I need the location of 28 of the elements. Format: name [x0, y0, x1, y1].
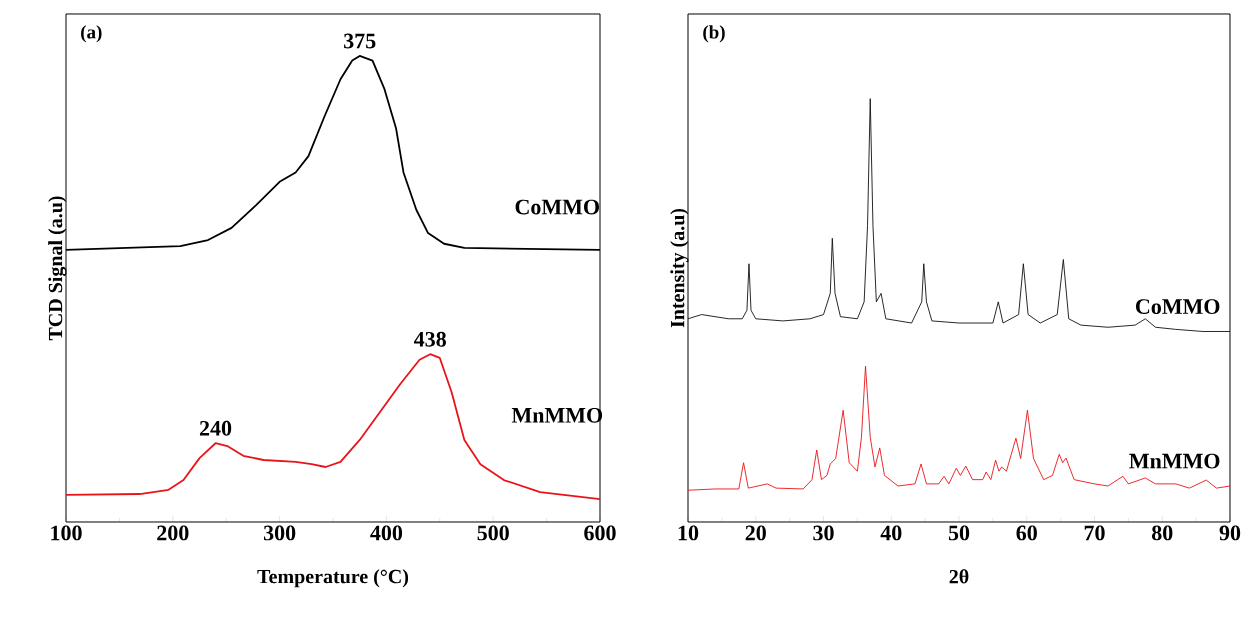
text: MnMMO [511, 407, 603, 423]
text: (b) [703, 25, 725, 43]
x-tick-label: 500 [477, 525, 509, 541]
x-tick-label: 50 [948, 525, 970, 541]
x-tick-label: 60 [1016, 525, 1037, 541]
x-tick-label: 70 [1084, 525, 1105, 541]
x-tick-label: 200 [157, 525, 189, 541]
x-tick-label: 90 [1219, 525, 1241, 541]
x-tick-label: 300 [263, 525, 296, 541]
annotation: 375 [344, 33, 376, 49]
series-label: CoMMO [1136, 299, 1220, 314]
text: (a) [81, 25, 102, 43]
x-axis-title: Temperature (°C) [257, 569, 409, 588]
y-axis-title: Intensity (a.u) [670, 208, 689, 328]
x-axis-title: 2θ [949, 569, 969, 584]
series-label: CoMMO [515, 199, 599, 215]
x-tick-label: 40 [880, 525, 902, 541]
series-label: MnMMO [1129, 453, 1220, 469]
x-tick-label: 100 [51, 525, 82, 541]
x-tick-label: 10 [678, 525, 699, 541]
annotation: 240 [199, 420, 232, 436]
x-tick-label: 600 [584, 525, 616, 541]
y-axis-title: TCD Signal (a.u) [48, 196, 67, 341]
x-tick-label: 400 [370, 525, 403, 541]
x-tick-label: 80 [1151, 525, 1173, 541]
annotation: 438 [413, 331, 446, 347]
x-tick-label: 30 [813, 525, 834, 541]
x-tick-label: 20 [745, 525, 766, 541]
